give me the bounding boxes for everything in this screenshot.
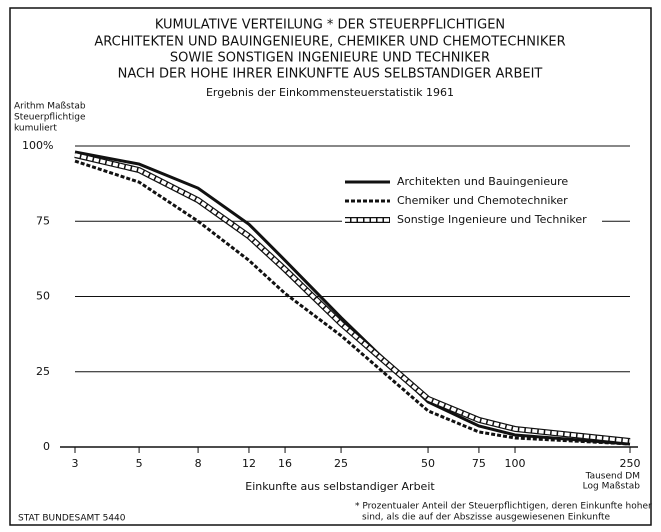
y-tick-label: 0 — [43, 440, 50, 453]
x-unit-label: Tausend DM — [585, 472, 640, 482]
y-tick-label: 50 — [36, 290, 50, 303]
source: STAT BUNDESAMT 5440 — [18, 514, 126, 524]
chart-title: KUMULATIVE VERTEILUNG * DER STEUERPFLICH… — [155, 18, 505, 33]
y-tick-label: 75 — [36, 214, 50, 227]
line — [74, 150, 631, 446]
line — [74, 159, 631, 446]
line — [74, 153, 631, 443]
legend-label: Chemiker und Chemotechniker — [397, 194, 568, 207]
y-tick-label: 100% — [22, 139, 53, 152]
legend-label: Sonstige Ingenieure und Techniker — [397, 213, 587, 226]
x-tick-label: 250 — [620, 457, 641, 470]
x-tick-label: 100 — [505, 457, 526, 470]
frame — [9, 7, 652, 526]
x-tick-label: 3 — [72, 457, 79, 470]
subtitle: Ergebnis der Einkommensteuerstatistik 19… — [206, 86, 454, 99]
x-tick-label: 50 — [421, 457, 435, 470]
footnote: sind, als die auf der Abszisse ausgewies… — [362, 513, 610, 523]
footnote: * Prozentualer Anteil der Steuerpflichti… — [355, 502, 652, 512]
y-tick-label: 25 — [36, 365, 50, 378]
x-unit-label: Log Maßstab — [583, 482, 641, 492]
chart-title: SOWIE SONSTIGEN INGENIEURE UND TECHNIKER — [170, 51, 490, 66]
x-tick-label: 25 — [334, 457, 348, 470]
y-axis-label: Steuerpflichtige — [14, 113, 86, 123]
chart-title: ARCHITEKTEN UND BAUINGENIEURE, CHEMIKER … — [94, 35, 565, 50]
x-tick-label: 12 — [242, 457, 256, 470]
chart-title: NACH DER HOHE IHRER EINKUNFTE AUS SELBST… — [118, 67, 543, 82]
y-axis-label: Arithm Maßstab — [14, 102, 86, 112]
x-axis-label: Einkunfte aus selbstandiger Arbeit — [245, 480, 435, 493]
x-tick-label: 8 — [195, 457, 202, 470]
x-tick-label: 16 — [278, 457, 292, 470]
y-axis-label: kumuliert — [14, 124, 57, 134]
x-tick-label: 75 — [472, 457, 486, 470]
x-tick-label: 5 — [136, 457, 143, 470]
legend-label: Architekten und Bauingenieure — [397, 175, 568, 188]
